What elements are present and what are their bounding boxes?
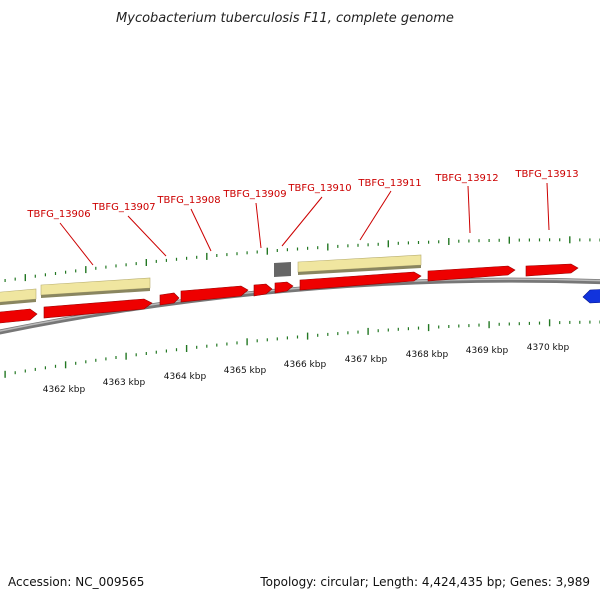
genome-summary-text: Topology: circular; Length: 4,424,435 bp… <box>259 575 590 589</box>
scale-label: 4365 kbp <box>224 366 267 376</box>
label-leader-line <box>281 196 323 247</box>
gene-feature-shadow <box>41 288 150 298</box>
gene-label: TBFG_13911 <box>357 178 421 189</box>
gene-label: TBFG_13909 <box>222 189 286 200</box>
scale-label: 4363 kbp <box>103 378 146 388</box>
cds-arrow <box>427 265 516 282</box>
cds-arrow <box>0 308 38 324</box>
gene-feature-shadow <box>298 265 421 275</box>
cds-arrow <box>299 271 422 291</box>
label-leader-line <box>467 185 471 234</box>
gene-label: TBFG_13908 <box>156 195 220 206</box>
gene-feature-shadow <box>0 299 36 306</box>
label-leader-line <box>127 215 167 257</box>
scale-label: 4364 kbp <box>164 372 207 382</box>
label-leader-line <box>59 222 94 266</box>
cds-arrow <box>253 283 273 297</box>
cds-arrow <box>159 292 180 306</box>
gene-label: TBFG_13910 <box>287 183 351 194</box>
gene-label: TBFG_13913 <box>514 169 578 180</box>
cds-arrow <box>180 285 249 303</box>
cds-arrow <box>274 281 294 294</box>
accession-text: Accession: NC_009565 <box>8 575 144 589</box>
label-leader-line <box>255 202 262 249</box>
map-title: Mycobacterium tuberculosis F11, complete… <box>116 11 454 26</box>
label-leader-line <box>359 190 392 241</box>
scale-label: 4362 kbp <box>43 385 86 395</box>
lower-tick-ring <box>4 319 600 378</box>
upper-tick-ring <box>4 236 600 282</box>
label-leader-line <box>190 208 212 252</box>
gene-label: TBFG_13912 <box>434 173 498 184</box>
cds-arrow <box>525 263 579 277</box>
scale-label: 4369 kbp <box>466 346 509 356</box>
cds-arrow <box>43 298 153 319</box>
gene-label: TBFG_13907 <box>91 202 155 213</box>
gene-label: TBFG_13906 <box>26 209 90 220</box>
scale-label: 4370 kbp <box>527 343 570 353</box>
scale-label: 4367 kbp <box>345 355 388 365</box>
scale-label: 4366 kbp <box>284 360 327 370</box>
misc-feature <box>274 262 291 277</box>
label-leader-line <box>546 182 550 231</box>
reverse-strand-feature <box>582 289 600 304</box>
scale-label: 4368 kbp <box>406 350 449 360</box>
